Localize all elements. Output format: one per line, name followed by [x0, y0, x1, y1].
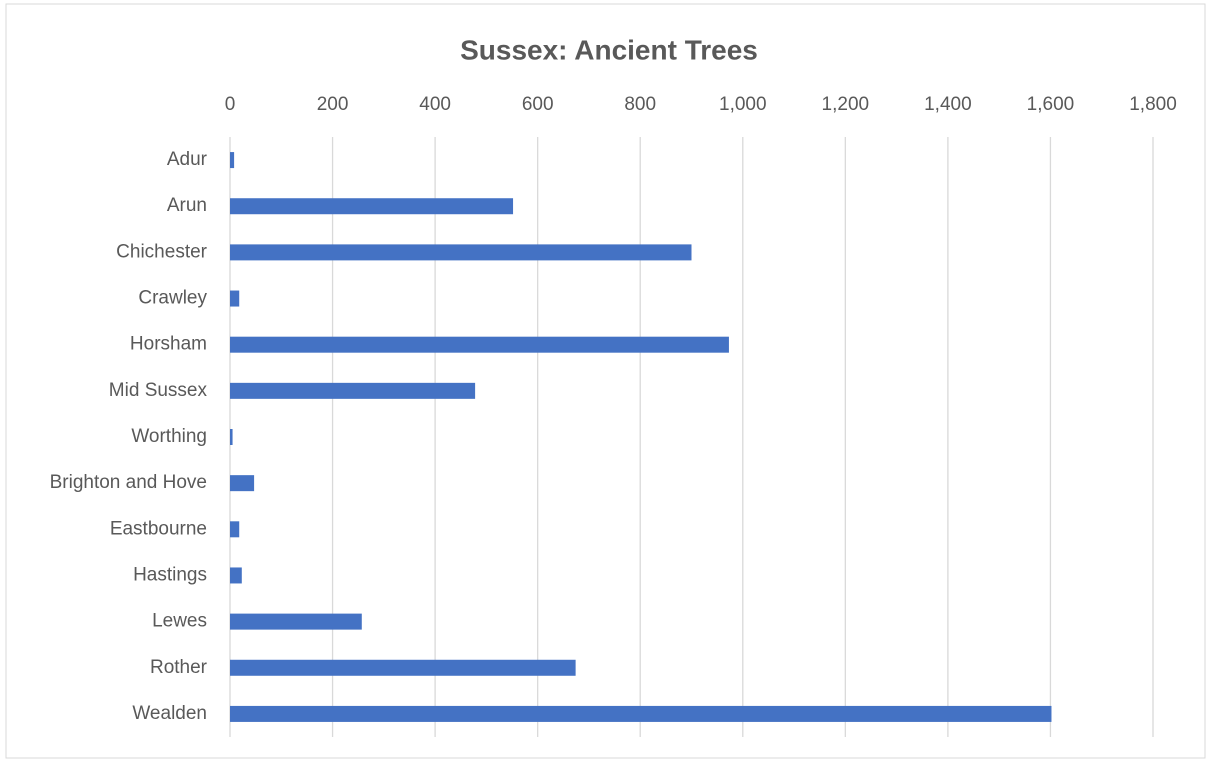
- x-tick-label: 1,600: [1027, 94, 1075, 115]
- y-tick-label: Arun: [167, 195, 207, 216]
- bar: [230, 152, 235, 169]
- bar: [230, 613, 362, 630]
- x-tick-label: 1,000: [719, 94, 767, 115]
- x-tick-label: 1,200: [822, 94, 870, 115]
- y-tick-label: Chichester: [116, 241, 207, 262]
- bar: [230, 521, 240, 538]
- bar: [230, 475, 255, 492]
- x-tick-label: 1,800: [1129, 94, 1177, 115]
- y-tick-label: Rother: [150, 657, 208, 678]
- y-tick-label: Eastbourne: [110, 518, 207, 539]
- y-tick-label: Wealden: [132, 703, 207, 724]
- x-tick-label: 600: [522, 94, 554, 115]
- chart-border: [5, 3, 1206, 759]
- bar: [230, 244, 692, 261]
- x-tick-label: 400: [419, 94, 451, 115]
- y-tick-label: Horsham: [130, 334, 207, 355]
- bar: [230, 705, 1052, 722]
- bar: [230, 429, 233, 445]
- y-tick-label: Mid Sussex: [109, 380, 208, 401]
- bar: [230, 290, 240, 307]
- y-tick-label: Hastings: [133, 564, 207, 585]
- x-tick-label: 200: [317, 94, 349, 115]
- y-tick-label: Crawley: [138, 288, 207, 309]
- x-tick-label: 800: [624, 94, 656, 115]
- bar: [230, 567, 242, 584]
- y-tick-label: Lewes: [152, 611, 207, 632]
- y-tick-label: Adur: [167, 149, 208, 170]
- x-tick-label: 1,400: [924, 94, 972, 115]
- y-tick-label: Worthing: [131, 426, 207, 447]
- chart-title: Sussex: Ancient Trees: [460, 34, 758, 65]
- bar: [230, 659, 576, 676]
- bar: [230, 198, 514, 215]
- bar: [230, 382, 476, 399]
- bar: [230, 336, 729, 353]
- y-tick-label: Brighton and Hove: [50, 472, 207, 493]
- x-tick-label: 0: [225, 94, 236, 115]
